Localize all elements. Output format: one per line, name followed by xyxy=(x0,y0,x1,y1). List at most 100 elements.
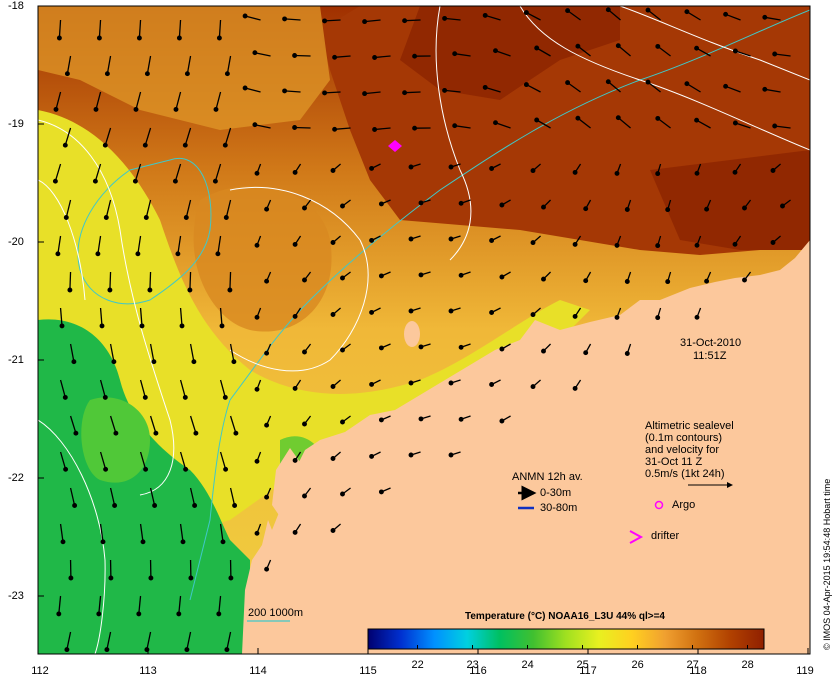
velocity-arrow-head xyxy=(413,126,417,130)
lat-tick-label: -21 xyxy=(8,354,34,366)
velocity-arrow-head xyxy=(174,179,178,183)
bathymetry-legend-label: 200 1000m xyxy=(248,607,303,619)
velocity-arrow-head xyxy=(685,10,689,14)
velocity-arrow-head xyxy=(409,237,413,241)
velocity-arrow-head xyxy=(531,241,535,245)
velocity-arrow-head xyxy=(443,89,447,93)
velocity-arrow-head xyxy=(656,244,660,248)
velocity-arrow-head xyxy=(181,540,185,544)
velocity-arrow-head xyxy=(380,346,384,350)
velocity-arrow-head xyxy=(370,455,374,459)
velocity-arrow-head xyxy=(419,345,423,349)
colorbar-tick-label: 24 xyxy=(522,659,534,671)
velocity-arrow-head xyxy=(656,316,660,320)
velocity-arrow-head xyxy=(331,385,335,389)
velocity-arrow-head xyxy=(293,126,297,130)
velocity-arrow-head xyxy=(293,315,297,319)
velocity-arrow-head xyxy=(233,504,237,508)
lon-tick-label: 113 xyxy=(139,665,157,677)
velocity-arrow-head xyxy=(341,348,345,352)
velocity-arrow-head xyxy=(243,86,247,90)
velocity-arrow-head xyxy=(255,388,259,392)
velocity-arrow-head xyxy=(685,82,689,86)
velocity-arrow-head xyxy=(483,86,487,90)
velocity-arrow-head xyxy=(98,36,102,40)
velocity-arrow-head xyxy=(666,280,670,284)
lat-tick-label: -19 xyxy=(8,118,34,130)
velocity-arrow xyxy=(70,272,71,290)
velocity-arrow-head xyxy=(380,202,384,206)
altimetry-legend-line: Altimetric sealevel xyxy=(645,420,734,432)
velocity-arrow-head xyxy=(64,468,68,472)
velocity-arrow-head xyxy=(255,244,259,248)
velocity-arrow-head xyxy=(144,143,148,147)
velocity-arrow-head xyxy=(105,216,109,220)
velocity-arrow-head xyxy=(695,172,699,176)
velocity-arrow-head xyxy=(152,360,156,364)
velocity-arrow-head xyxy=(214,108,218,112)
velocity-arrow-head xyxy=(373,56,377,60)
velocity-arrow-head xyxy=(459,418,463,422)
velocity-arrow-head xyxy=(453,52,457,56)
velocity-arrow-head xyxy=(283,17,287,21)
velocity-arrow-head xyxy=(255,172,259,176)
velocity-arrow-head xyxy=(148,288,152,292)
velocity-arrow-head xyxy=(105,648,109,652)
velocity-arrow-head xyxy=(224,468,228,472)
velocity-arrow-head xyxy=(303,278,307,282)
velocity-arrow-head xyxy=(61,540,65,544)
velocity-arrow-head xyxy=(217,612,221,616)
map-layers xyxy=(38,6,810,654)
credit-text: © IMOS 04-Apr-2015 19:54:48 Hobart time xyxy=(822,479,832,650)
velocity-arrow-head xyxy=(403,19,407,23)
velocity-arrow-head xyxy=(419,273,423,277)
velocity-arrow-head xyxy=(109,576,113,580)
velocity-arrow xyxy=(110,272,111,290)
velocity-arrow-head xyxy=(617,116,621,120)
velocity-arrow-head xyxy=(615,172,619,176)
velocity-arrow-head xyxy=(656,172,660,176)
velocity-arrow-head xyxy=(97,612,101,616)
velocity-arrow xyxy=(230,272,231,290)
colorbar-tick-label: 23 xyxy=(467,659,479,671)
velocity-arrow-head xyxy=(216,252,220,256)
velocity-arrow-head xyxy=(69,576,73,580)
velocity-arrow-head xyxy=(265,423,269,427)
velocity-arrow-head xyxy=(73,504,77,508)
velocity-arrow-head xyxy=(490,239,494,243)
velocity-arrow-head xyxy=(104,396,108,400)
velocity-arrow-head xyxy=(146,72,150,76)
velocity-arrow-head xyxy=(443,17,447,21)
velocity-arrow-head xyxy=(419,201,423,205)
velocity-arrow-head xyxy=(104,143,108,147)
velocity-arrow-head xyxy=(483,14,487,18)
image-time: 11:51Z xyxy=(693,350,726,362)
velocity-arrow-head xyxy=(293,171,297,175)
velocity-arrow-head xyxy=(141,540,145,544)
velocity-arrow-head xyxy=(733,243,737,247)
velocity-arrow-head xyxy=(573,171,577,175)
velocity-arrow-head xyxy=(94,179,98,183)
altimetry-legend-line: and velocity for xyxy=(645,444,719,456)
velocity-arrow-head xyxy=(490,383,494,387)
velocity-arrow-head xyxy=(221,540,225,544)
velocity-arrow-head xyxy=(100,324,104,328)
velocity-arrow-head xyxy=(380,274,384,278)
velocity-arrow-head xyxy=(72,360,76,364)
velocity-arrow-head xyxy=(192,360,196,364)
velocity-arrow-head xyxy=(409,381,413,385)
velocity-arrow-head xyxy=(370,311,374,315)
velocity-arrow-head xyxy=(255,460,259,464)
velocity-arrow-head xyxy=(214,179,218,183)
velocity-arrow-head xyxy=(228,288,232,292)
velocity-arrow-head xyxy=(283,89,287,93)
velocity-arrow-head xyxy=(220,324,224,328)
velocity-arrow-head xyxy=(331,529,335,533)
velocity-arrow-head xyxy=(419,417,423,421)
velocity-arrow-head xyxy=(531,169,535,173)
velocity-arrow-head xyxy=(542,205,546,209)
velocity-arrow-head xyxy=(490,167,494,171)
colorbar-tick-label: 27 xyxy=(687,659,699,671)
velocity-arrow-head xyxy=(108,288,112,292)
